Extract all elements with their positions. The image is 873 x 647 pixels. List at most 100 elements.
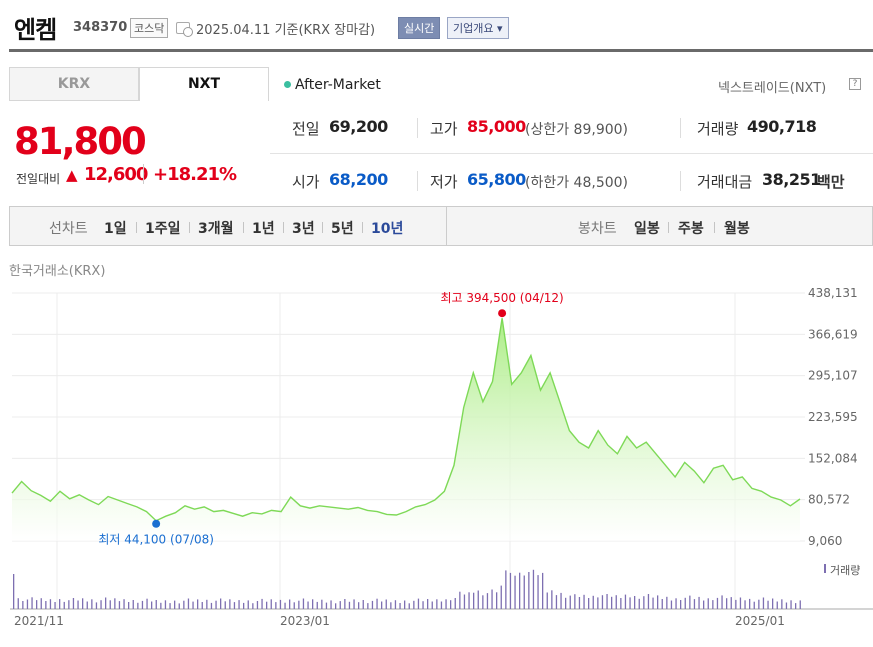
period-1d[interactable]: 1일 [104,221,127,237]
volume-bar [546,592,548,609]
volume-bar [132,600,134,609]
volume-bar [716,597,719,609]
current-price: 81,800 [14,120,147,163]
volume-bar [22,601,24,609]
volume-bar [252,603,254,609]
volume-bar [247,600,249,609]
volume-bar [339,601,341,609]
candle-monthly[interactable]: 월봉 [724,221,750,237]
header-divider [9,49,873,52]
volume-bar [293,602,295,609]
y-tick-label: 438,131 [808,286,858,300]
low-marker [152,519,161,528]
period-1w[interactable]: 1주일 [145,221,181,237]
tab-krx[interactable]: KRX [9,67,139,101]
volume-bar [500,585,502,609]
volume-bar [123,599,125,609]
volume-bar [528,572,530,609]
high-label: 고가 [430,120,458,138]
chart-grid [10,292,873,610]
open-value: 68,200 [329,170,388,189]
y-tick-label: 9,060 [808,534,842,548]
price-line [11,318,801,522]
y-tick-label: 295,107 [808,369,858,383]
volume-bar [624,594,627,609]
lower-limit: (하한가 48,500) [525,175,629,191]
volume-bar [17,598,19,609]
calendar-clock-icon [176,22,193,37]
price-chart[interactable]: 438,131 366,619 295,107 223,595 152,084 80,57… [0,280,873,640]
volume-bar [785,602,788,609]
volume-bar [371,600,374,609]
volume-bar [597,597,599,609]
volume-bar [261,598,263,609]
volume-bar [63,601,65,609]
company-overview-dropdown[interactable]: 기업개요 ▾ [447,17,509,39]
nextrade-label: 넥스트레이드(NXT) [718,81,827,96]
line-chart-label: 선차트 [49,221,88,237]
period-1y[interactable]: 1년 [252,221,275,237]
volume-bar [243,602,245,609]
volume-bar [647,594,650,609]
help-icon[interactable]: ? [849,78,861,90]
volume-bar [542,572,544,609]
volume-bar [358,602,360,609]
stats-divider [270,153,873,154]
volume-bar [45,601,47,609]
volume-bar [772,598,774,609]
period-3m[interactable]: 3개월 [198,221,234,237]
volume-bar [606,594,608,609]
realtime-button[interactable]: 실시간 [398,17,441,39]
volume-bar [404,600,406,609]
volume-bar [376,598,378,609]
y-tick-label: 152,084 [808,451,858,465]
tab-nxt[interactable]: NXT [139,67,269,101]
period-5y[interactable]: 5년 [331,221,354,237]
volume-bar [657,595,659,609]
period-divider [668,222,669,233]
stock-code: 348370 [73,20,128,35]
volume-bar [100,600,102,609]
volume-bar [49,599,52,609]
toolbar-divider [446,207,447,245]
price-area [12,318,800,541]
volume-bar [183,600,185,609]
volume-bar [302,598,305,609]
volume-bar [578,597,581,609]
volume-label: 거래량 [697,120,739,138]
volume-bar [312,599,314,609]
volume-bar [744,600,746,609]
change-label: 전일대비 [16,172,61,186]
candle-weekly[interactable]: 주봉 [678,221,704,237]
volume-bar [26,599,29,609]
volume-bar [59,599,61,609]
volume-bar [569,595,571,609]
volume-bar [279,599,282,609]
volume-bar [224,601,226,609]
y-tick-label: 80,572 [808,493,850,507]
exchange-label: 한국거래소(KRX) [9,264,106,279]
volume-bar [799,600,801,609]
volume-bar [197,599,199,609]
period-3y[interactable]: 3년 [292,221,315,237]
volume-bar [353,599,355,609]
volume-bar [417,598,420,609]
volume-bar [684,597,686,609]
volume-bar [514,575,516,609]
aftermarket-status-dot [284,81,291,88]
period-10y[interactable]: 10년 [371,221,404,237]
volume-bar [413,600,415,609]
volume-bar [270,599,272,609]
volume-bar [399,603,401,609]
volume-bar [77,600,79,609]
volume-bar [739,597,742,609]
volume-bar [703,600,705,609]
candle-daily[interactable]: 일봉 [634,221,660,237]
stat-divider [680,171,681,191]
volume-bar [436,599,438,609]
volume-bar [477,590,479,609]
y-tick-label: 366,619 [808,327,858,341]
volume-bar [601,595,604,609]
volume-bars [13,569,801,609]
candle-chart-label: 봉차트 [578,221,617,237]
